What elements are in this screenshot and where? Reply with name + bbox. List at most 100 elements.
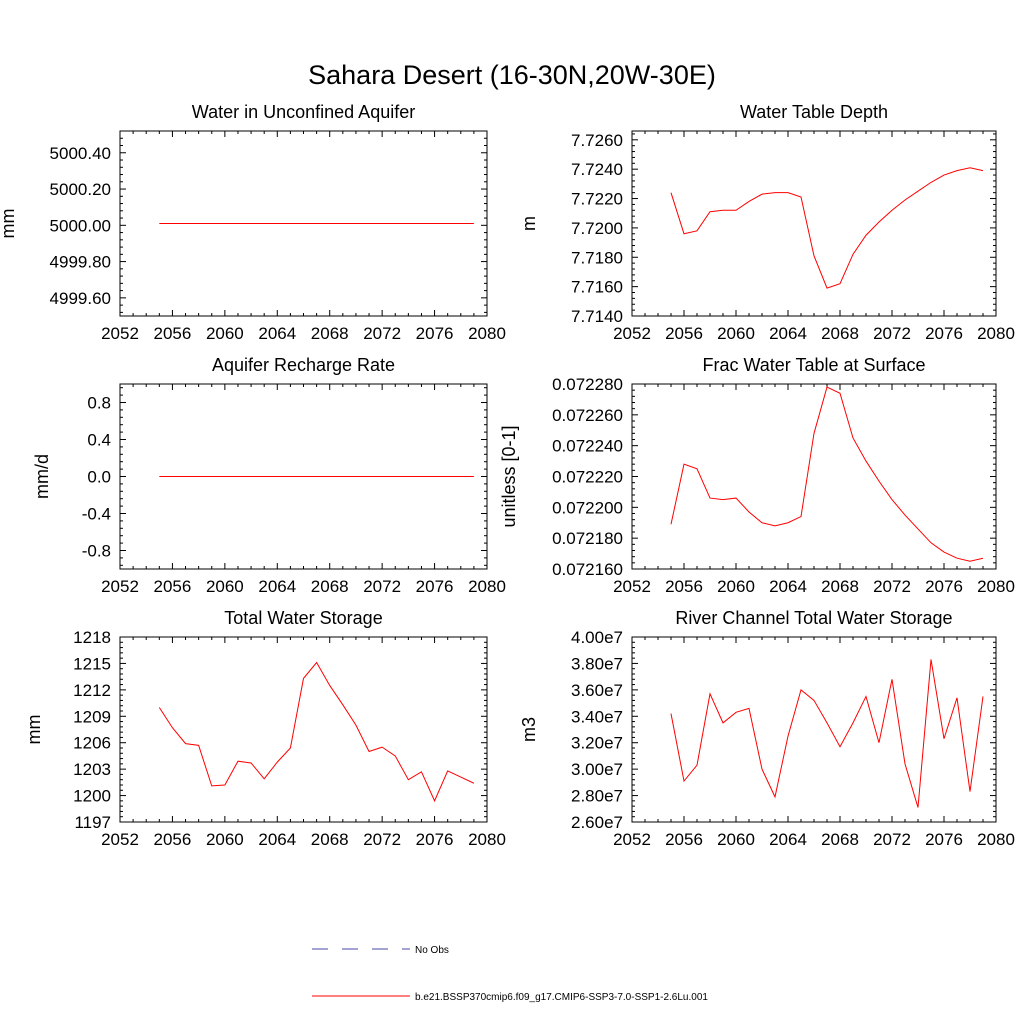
y-tick-label: 1215 (73, 654, 111, 673)
y-tick-label: 5000.20 (50, 180, 111, 199)
x-tick-label: 2052 (613, 830, 651, 849)
y-tick-label: 4999.80 (50, 253, 111, 272)
chart-panel-6: River Channel Total Water Storage 2052 205… (519, 608, 1015, 849)
x-tick-label: 2072 (873, 577, 911, 596)
panels-group: Water in Unconfined Aquifer 2052 2056 2060 2… (0, 102, 1015, 849)
y-tick-label: 3.40e7 (571, 707, 623, 726)
plot-frame (631, 636, 997, 823)
x-tick-label: 2056 (665, 324, 703, 343)
x-tick-label: 2056 (154, 577, 192, 596)
y-tick-label: 1218 (73, 628, 111, 647)
y-tick-label: 1209 (73, 707, 111, 726)
y-tick-label: 7.7240 (571, 160, 623, 179)
y-tick-label: 7.7260 (571, 131, 623, 150)
x-tick-label: 2080 (977, 324, 1015, 343)
y-tick-label: 0.072200 (552, 498, 623, 517)
x-tick-label: 2064 (258, 830, 296, 849)
x-tick-label: 2064 (769, 577, 807, 596)
figure-title: Sahara Desert (16-30N,20W-30E) (308, 60, 716, 90)
x-tick-label: 2056 (154, 830, 192, 849)
y-tick-label: 4999.60 (50, 289, 111, 308)
y-tick-label: 2.80e7 (571, 787, 623, 806)
chart-panel-1: Water in Unconfined Aquifer 2052 2056 2060 2… (0, 102, 506, 343)
y-axis-label: m (519, 216, 539, 231)
y-tick-label: 3.20e7 (571, 734, 623, 753)
x-tick-label: 2052 (101, 830, 139, 849)
x-tick-label: 2068 (821, 830, 859, 849)
x-tick-label: 2080 (468, 830, 506, 849)
y-tick-label: 1200 (73, 787, 111, 806)
chart-panel-2: Water Table Depth 2052 2056 2060 2064 2068 207… (519, 102, 1015, 343)
x-tick-label: 2064 (769, 830, 807, 849)
legend-label: No Obs (415, 945, 449, 956)
x-tick-label: 2060 (206, 830, 244, 849)
x-tick-label: 2072 (363, 577, 401, 596)
x-tick-label: 2072 (873, 324, 911, 343)
x-tick-label: 2068 (311, 577, 349, 596)
x-tick-label: 2052 (613, 577, 651, 596)
y-tick-label: 0.072260 (552, 406, 623, 425)
plot-frame (631, 130, 997, 317)
y-tick-label: 0.072280 (552, 375, 623, 394)
y-tick-label: 7.7140 (571, 307, 623, 326)
x-tick-label: 2076 (416, 324, 454, 343)
series-line (670, 659, 984, 808)
y-axis-label: m3 (519, 717, 539, 742)
panel-title: Frac Water Table at Surface (702, 355, 925, 375)
y-tick-label: 5000.00 (50, 216, 111, 235)
y-tick-label: 0.072160 (552, 560, 623, 579)
x-tick-label: 2060 (717, 830, 755, 849)
series-line (158, 661, 475, 803)
y-tick-label: 3.60e7 (571, 681, 623, 700)
y-axis-label: mm/d (32, 454, 52, 499)
plot-frame (631, 383, 997, 570)
legend: No Obs b.e21.BSSP370cmip6.f09_g17.CMIP6-S… (312, 945, 708, 1003)
panel-title: Aquifer Recharge Rate (212, 355, 395, 375)
x-tick-label: 2060 (206, 577, 244, 596)
x-tick-label: 2060 (717, 324, 755, 343)
y-tick-label: 7.7180 (571, 248, 623, 267)
y-tick-label: 0.072180 (552, 529, 623, 548)
y-axis-label: mm (0, 209, 18, 239)
y-tick-label: 1197 (74, 813, 111, 832)
x-tick-label: 2064 (258, 577, 296, 596)
x-tick-label: 2080 (468, 324, 506, 343)
y-tick-label: 0.8 (87, 394, 111, 413)
x-tick-label: 2064 (258, 324, 296, 343)
x-tick-label: 2068 (311, 324, 349, 343)
x-tick-label: 2076 (925, 577, 963, 596)
y-tick-label: 1212 (73, 681, 111, 700)
series-line (670, 167, 984, 289)
x-tick-label: 2052 (101, 324, 139, 343)
y-tick-label: 7.7200 (571, 219, 623, 238)
chart-panel-5: Total Water Storage 2052 2056 2060 2064 2068 2… (24, 608, 506, 849)
legend-label: b.e21.BSSP370cmip6.f09_g17.CMIP6-SSP3-7.… (415, 992, 708, 1003)
panel-title: Total Water Storage (224, 608, 382, 628)
series-line (670, 386, 984, 562)
x-tick-label: 2052 (101, 577, 139, 596)
y-tick-label: 0.072220 (552, 468, 623, 487)
panel-title: Water Table Depth (740, 102, 888, 122)
y-tick-label: -0.4 (82, 505, 111, 524)
x-tick-label: 2072 (873, 830, 911, 849)
x-tick-label: 2060 (717, 577, 755, 596)
y-tick-label: 7.7220 (571, 190, 623, 209)
x-tick-label: 2072 (363, 324, 401, 343)
panel-title: Water in Unconfined Aquifer (192, 102, 415, 122)
x-tick-label: 2068 (821, 324, 859, 343)
y-axis-label: unitless [0-1] (499, 425, 519, 527)
x-tick-label: 2068 (311, 830, 349, 849)
x-tick-label: 2056 (665, 577, 703, 596)
y-tick-label: 4.00e7 (571, 628, 623, 647)
x-tick-label: 2076 (925, 830, 963, 849)
y-tick-label: 0.0 (87, 468, 111, 487)
chart-panel-4: Frac Water Table at Surface 2052 2056 2060 2… (499, 355, 1015, 596)
x-tick-label: 2076 (416, 577, 454, 596)
panel-title: River Channel Total Water Storage (675, 608, 952, 628)
x-tick-label: 2080 (977, 577, 1015, 596)
y-axis-label: mm (24, 715, 44, 745)
y-tick-label: 1206 (73, 734, 111, 753)
x-tick-label: 2056 (154, 324, 192, 343)
y-tick-label: 3.00e7 (571, 760, 623, 779)
y-tick-label: 2.60e7 (571, 813, 623, 832)
